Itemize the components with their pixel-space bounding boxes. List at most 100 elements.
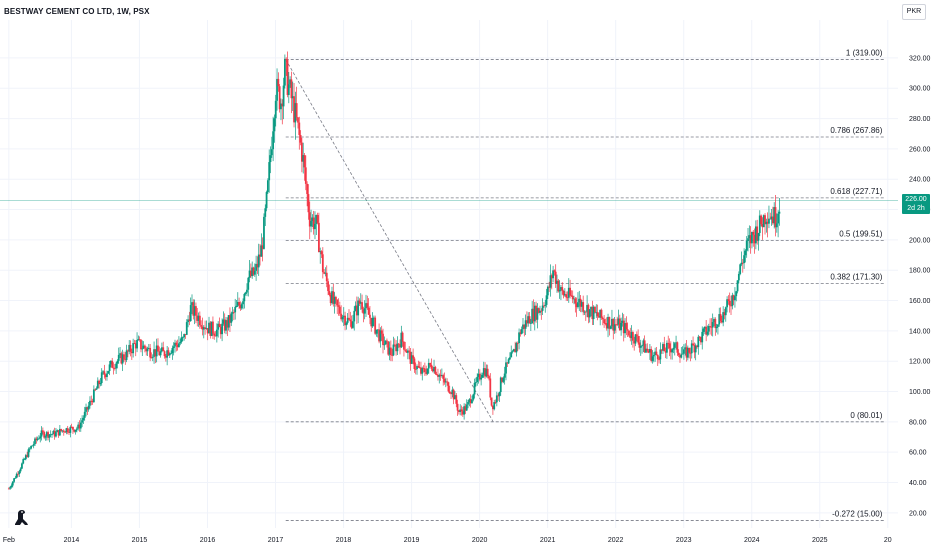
candle-body bbox=[760, 215, 763, 225]
candle-body bbox=[354, 305, 357, 311]
candle-body bbox=[179, 342, 182, 344]
candle-body bbox=[238, 301, 241, 306]
candle-body bbox=[196, 315, 199, 321]
candle-body bbox=[140, 339, 142, 350]
candle-body bbox=[193, 306, 196, 316]
candle-body bbox=[103, 371, 106, 375]
candle-body bbox=[116, 360, 119, 364]
candle-body bbox=[363, 308, 366, 314]
candle-body bbox=[349, 319, 352, 322]
candle-body bbox=[24, 455, 27, 460]
candle-body bbox=[724, 307, 727, 316]
candle-body bbox=[456, 403, 459, 411]
candle-body bbox=[345, 322, 348, 326]
candle-body bbox=[214, 335, 217, 337]
candle-body bbox=[303, 155, 306, 168]
candle-body bbox=[55, 432, 57, 437]
candle-body bbox=[667, 342, 670, 344]
candle-body bbox=[60, 428, 63, 432]
y-tick-label: 20.00 bbox=[909, 510, 927, 517]
candle-body bbox=[240, 304, 243, 309]
candle-body bbox=[482, 368, 485, 375]
candle-body bbox=[540, 310, 543, 312]
candle-body bbox=[57, 430, 60, 436]
candle-body bbox=[235, 305, 238, 308]
candle-body bbox=[307, 194, 310, 213]
candle-body bbox=[111, 360, 114, 368]
candle-body bbox=[442, 375, 445, 379]
candle-body bbox=[289, 79, 292, 85]
candle-body bbox=[98, 380, 101, 385]
candle-body bbox=[553, 270, 556, 272]
candle-body bbox=[676, 342, 679, 353]
candle-body bbox=[571, 295, 574, 300]
candle-body bbox=[243, 293, 246, 302]
candle-body bbox=[204, 327, 206, 329]
candle-body bbox=[225, 320, 227, 331]
candle-body bbox=[707, 326, 710, 332]
candle-body bbox=[119, 353, 121, 355]
candle-body bbox=[452, 389, 455, 400]
candle-body bbox=[170, 353, 172, 354]
candle-body bbox=[648, 348, 651, 353]
candle-body bbox=[384, 340, 387, 345]
candle-body bbox=[359, 302, 362, 304]
candle-body bbox=[426, 368, 429, 374]
y-tick-label: 160.00 bbox=[909, 298, 931, 305]
candle-body bbox=[335, 296, 337, 300]
candle-body bbox=[473, 382, 476, 395]
candle-body bbox=[166, 350, 169, 358]
candle-body bbox=[579, 298, 582, 307]
currency-button[interactable]: PKR bbox=[902, 4, 926, 20]
candle-body bbox=[123, 354, 125, 360]
candle-body bbox=[631, 332, 634, 341]
candle-body bbox=[281, 103, 284, 107]
candle-body bbox=[730, 305, 732, 307]
candle-body bbox=[655, 351, 658, 355]
candle-body bbox=[447, 382, 450, 392]
candle-body bbox=[664, 351, 667, 353]
fib-level-label: 0 (80.01) bbox=[850, 411, 882, 420]
candle-body bbox=[675, 342, 677, 344]
candle-body bbox=[13, 478, 15, 482]
candle-body bbox=[108, 364, 111, 372]
candle-body bbox=[53, 430, 56, 437]
candle-body bbox=[609, 326, 612, 329]
candle-body bbox=[431, 368, 434, 372]
candle-body bbox=[752, 231, 755, 235]
candle-body bbox=[291, 96, 294, 99]
candle-body bbox=[206, 328, 209, 334]
candle-body bbox=[732, 295, 735, 301]
candle-body bbox=[643, 340, 646, 353]
candle-body bbox=[560, 287, 562, 290]
candle-body bbox=[633, 340, 636, 344]
fib-level-label: 0.382 (171.30) bbox=[830, 272, 882, 281]
candle-body bbox=[362, 309, 365, 314]
candle-body bbox=[622, 320, 625, 334]
candle-body bbox=[175, 342, 178, 345]
candle-body bbox=[30, 445, 32, 449]
candle-body bbox=[520, 329, 523, 334]
candle-body bbox=[159, 351, 162, 356]
candle-body bbox=[129, 344, 132, 352]
candle-body bbox=[766, 221, 769, 224]
candle-body bbox=[34, 438, 36, 445]
candle-body bbox=[90, 400, 93, 402]
tradingview-dino-icon[interactable] bbox=[12, 507, 32, 527]
candle-body bbox=[77, 424, 80, 429]
candle-body bbox=[256, 263, 259, 268]
candle-body bbox=[684, 347, 687, 350]
candle-body bbox=[268, 162, 271, 181]
candle-body bbox=[69, 426, 72, 433]
candle-body bbox=[638, 342, 641, 348]
candle-body bbox=[477, 373, 480, 377]
candle-body bbox=[387, 341, 390, 355]
candle-body bbox=[698, 336, 701, 338]
candle-body bbox=[478, 373, 481, 380]
candle-body bbox=[510, 352, 513, 358]
fib-level-label: 0.618 (227.71) bbox=[830, 187, 882, 196]
candle-body bbox=[270, 149, 273, 156]
y-tick-label: 100.00 bbox=[909, 389, 931, 396]
candle-body bbox=[320, 251, 323, 255]
